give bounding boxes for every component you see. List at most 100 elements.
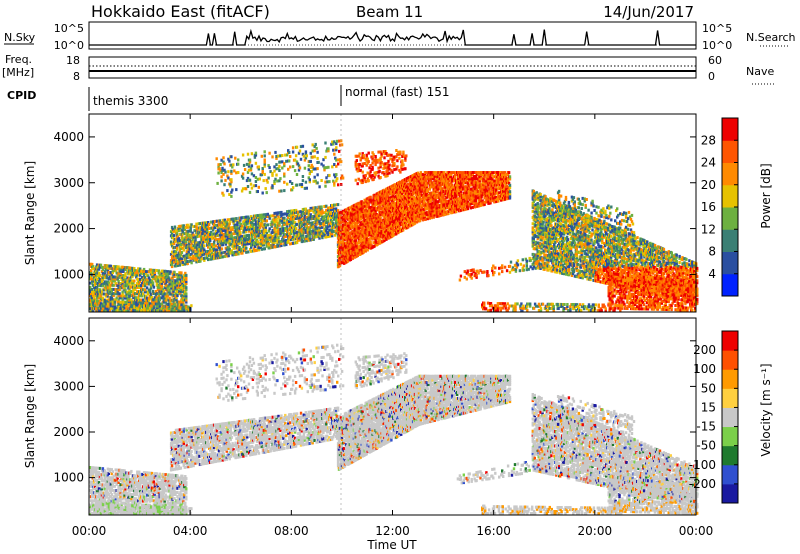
heatmap-cell xyxy=(237,158,239,161)
heatmap-cell xyxy=(264,159,266,162)
heatmap-cell xyxy=(314,155,316,158)
heatmap-cell xyxy=(283,173,285,176)
freq-label: Freq. xyxy=(5,53,32,66)
heatmap-cell xyxy=(369,241,371,244)
heatmap-cell xyxy=(275,174,277,177)
heatmap-cell xyxy=(174,226,176,229)
heatmap-cell xyxy=(242,154,244,157)
heatmap-cell xyxy=(255,184,257,187)
heatmap-cell xyxy=(327,147,329,150)
heatmap-cell xyxy=(289,166,291,169)
heatmap-cell xyxy=(242,177,244,180)
heatmap-cell xyxy=(296,146,298,149)
heatmap-cell xyxy=(315,143,317,146)
heatmap-cell xyxy=(301,183,303,186)
freq-unit-label: [MHz] xyxy=(2,66,34,79)
heatmap-cell xyxy=(222,194,224,197)
freq-left-tick-high: 18 xyxy=(66,54,80,67)
heatmap-cell xyxy=(275,163,277,166)
heatmap-cell xyxy=(245,247,247,250)
heatmap-cell xyxy=(216,182,218,185)
heatmap-cell xyxy=(250,183,252,186)
heatmap-cell xyxy=(294,169,296,172)
heatmap-cell xyxy=(296,184,298,187)
heatmap-cell xyxy=(224,179,226,182)
heatmap-cell xyxy=(264,173,266,176)
noise-right-tick-low: 10^0 xyxy=(702,39,732,52)
heatmap-cell xyxy=(251,152,253,155)
nave-right-tick-high: 60 xyxy=(708,54,722,67)
heatmap-cell xyxy=(336,177,338,180)
heatmap-cell xyxy=(231,189,233,192)
heatmap-cell xyxy=(232,163,234,166)
date-label: 14/Jun/2017 xyxy=(603,3,694,21)
heatmap-cell xyxy=(296,173,298,176)
heatmap-cell xyxy=(306,187,308,190)
heatmap-cell xyxy=(288,159,290,162)
heatmap-cell xyxy=(316,157,318,160)
heatmap-cell xyxy=(95,307,97,310)
heatmap-cell xyxy=(324,156,326,159)
heatmap-cell xyxy=(219,163,221,166)
heatmap-cell xyxy=(228,160,230,163)
beam-label: Beam 11 xyxy=(356,3,423,21)
heatmap-cell xyxy=(257,190,259,193)
heatmap-cell xyxy=(220,179,222,182)
heatmap-cell xyxy=(221,247,223,250)
heatmap-cell xyxy=(255,162,257,165)
heatmap-cell xyxy=(249,179,251,182)
heatmap-cell xyxy=(180,271,182,274)
heatmap-cell xyxy=(292,146,294,149)
heatmap-cell xyxy=(266,219,268,222)
heatmap-cell xyxy=(291,182,293,185)
noise-left-tick-low: 10^0 xyxy=(54,39,84,52)
heatmap-cell xyxy=(261,155,263,158)
heatmap-cell xyxy=(338,150,340,153)
heatmap-cell xyxy=(223,162,225,165)
heatmap-cell xyxy=(237,171,239,174)
noise-search-label: N.Search xyxy=(746,31,796,44)
heatmap-cell xyxy=(235,188,237,191)
heatmap-cell xyxy=(266,181,268,184)
heatmap-cell xyxy=(304,167,306,170)
heatmap-cell xyxy=(302,179,304,182)
heatmap-cell xyxy=(230,155,232,158)
heatmap-cell xyxy=(247,153,249,156)
heatmap-cell xyxy=(278,169,280,172)
heatmap-cell xyxy=(230,178,232,181)
heatmap-cell xyxy=(244,168,246,171)
heatmap-cell xyxy=(279,177,281,180)
heatmap-cell xyxy=(235,217,237,220)
heatmap-cell xyxy=(299,150,301,153)
cpid-label: CPID xyxy=(7,89,36,102)
heatmap-cell xyxy=(318,185,320,188)
heatmap-cell xyxy=(337,203,339,206)
heatmap-cell xyxy=(224,171,226,174)
heatmap-cell xyxy=(265,187,267,190)
heatmap-cell xyxy=(255,152,257,155)
heatmap-cell xyxy=(280,190,282,193)
heatmap-cell xyxy=(227,170,229,173)
heatmap-cell xyxy=(230,195,232,198)
heatmap-cell xyxy=(283,181,285,184)
heatmap-cell xyxy=(335,146,337,149)
noise-right-tick-high: 10^5 xyxy=(702,22,732,35)
heatmap-cell xyxy=(315,147,317,150)
heatmap-cell xyxy=(185,286,187,289)
heatmap-cell xyxy=(251,164,253,167)
heatmap-cell xyxy=(369,196,371,199)
heatmap-cell xyxy=(124,301,126,304)
heatmap-cell xyxy=(367,249,369,252)
heatmap-cell xyxy=(271,155,273,158)
heatmap-cell xyxy=(316,167,318,170)
heatmap-cell xyxy=(268,166,270,169)
heatmap-cell xyxy=(324,185,326,188)
heatmap-cell xyxy=(153,286,155,289)
cpid-mode-1: themis 3300 xyxy=(93,94,168,108)
heatmap-cell xyxy=(286,183,288,186)
radar-title: Hokkaido East (fitACF) xyxy=(91,2,270,21)
heatmap-cell xyxy=(226,189,228,192)
heatmap-cell xyxy=(174,303,176,306)
